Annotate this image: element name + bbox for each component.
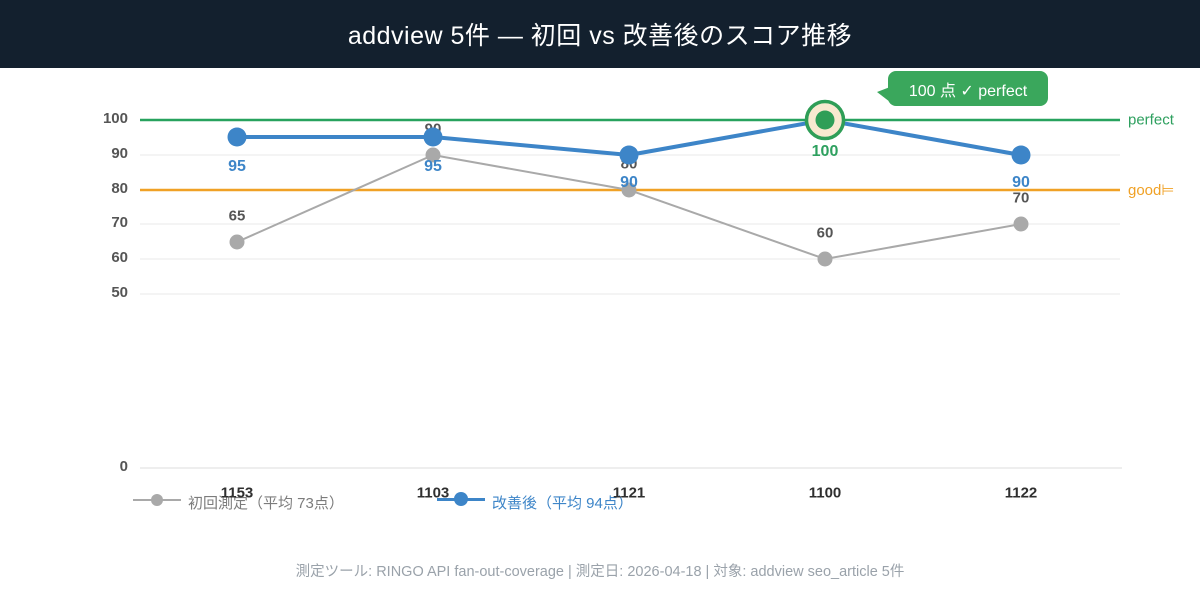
data-label-improved-0: 95 [228,158,246,175]
reference-label-good: good⊨ [1128,182,1175,199]
data-label-first-3: 60 [816,224,834,242]
y-tick-70: 70 [111,214,128,231]
legend-marker-first[interactable] [151,494,163,506]
legend-marker-improved[interactable] [454,492,468,506]
x-tick-0: 1153 [220,484,254,502]
x-tick-1: 1103 [416,484,450,502]
footer-meta: 測定ツール: RINGO API fan-out-coverage | 測定日:… [295,564,905,580]
annotation-badge-label: 100 点 ✓ perfect [908,82,1028,100]
annotation-badge: 100 点 ✓ perfect [877,71,1048,106]
data-label-first-0: 65 [228,207,246,225]
header-bar: addview 5件 — 初回 vs 改善後のスコア推移 [0,0,1200,68]
x-tick-3: 1100 [808,484,842,502]
legend-label-improved[interactable]: 改善後（平均 94点） [492,495,633,512]
y-tick-80: 80 [111,180,128,197]
badge-tail-icon [877,87,890,102]
series-first-measurement [229,147,1029,267]
highlight-marker-100 [804,99,846,141]
x-tick-2: 1121 [612,484,646,502]
legend-label-first[interactable]: 初回測定（平均 73点） [188,495,344,512]
data-label-first-4: 70 [1012,189,1030,207]
y-tick-60: 60 [111,249,128,266]
data-label-improved-2: 90 [620,174,638,191]
data-label-improved-3: 100 [811,143,839,160]
data-label-improved-1: 95 [424,158,442,175]
y-tick-50: 50 [111,284,128,301]
series-improved [227,117,1031,165]
x-tick-4: 1122 [1004,484,1038,502]
page-title: addview 5件 — 初回 vs 改善後のスコア推移 [347,22,853,50]
data-label-improved-4: 90 [1012,174,1030,191]
y-tick-0: 0 [119,458,128,475]
y-tick-100: 100 [102,110,128,127]
reference-label-perfect: perfect [1128,111,1174,129]
y-tick-90: 90 [111,145,128,162]
